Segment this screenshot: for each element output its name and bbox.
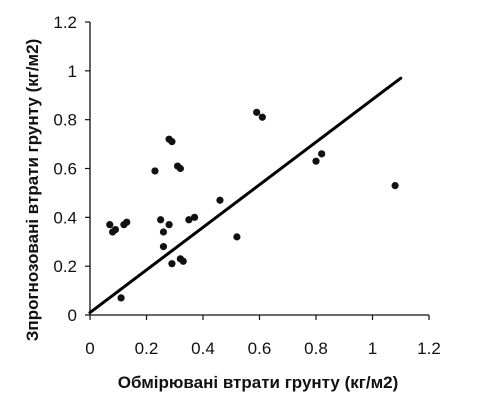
x-tick-label: 0.6 bbox=[248, 339, 272, 358]
data-point bbox=[117, 294, 125, 302]
trendline-group bbox=[88, 76, 403, 315]
data-point bbox=[151, 167, 159, 175]
x-tick-label: 0.4 bbox=[191, 339, 215, 358]
y-axis-title: Зпрогнозовані втрати грунту (кг/м2) bbox=[23, 39, 42, 341]
data-point bbox=[176, 164, 184, 173]
data-point bbox=[253, 108, 261, 116]
data-point bbox=[159, 243, 168, 251]
data-point bbox=[190, 213, 199, 221]
data-point bbox=[318, 150, 326, 158]
y-tick-label: 0.8 bbox=[53, 111, 77, 130]
x-tick-label: 0.2 bbox=[135, 339, 159, 358]
x-tick-label: 1.2 bbox=[417, 339, 441, 358]
trendline bbox=[88, 76, 403, 315]
data-point bbox=[159, 228, 168, 236]
data-point bbox=[165, 221, 173, 229]
x-tick-label: 1 bbox=[368, 339, 377, 358]
tick-labels: 0 0.2 0.4 0.6 0.8 1 1.2 0 0.2 0.4 0.6 0.8 1 1.2 bbox=[53, 13, 440, 358]
y-tick-label: 0.6 bbox=[53, 160, 77, 179]
data-point bbox=[106, 221, 114, 229]
data-point bbox=[312, 157, 320, 165]
data-point bbox=[168, 260, 176, 268]
x-axis-title: Обмірювані втрати грунту (кг/м2) bbox=[118, 373, 399, 392]
data-point bbox=[123, 218, 131, 226]
x-tick-label: 0.8 bbox=[304, 339, 328, 358]
y-tick-label: 0 bbox=[68, 306, 77, 325]
data-point bbox=[233, 233, 241, 241]
data-points bbox=[106, 108, 399, 302]
data-point bbox=[111, 225, 120, 234]
y-tick-label: 0.2 bbox=[53, 257, 77, 276]
x-tick-label: 0 bbox=[85, 339, 94, 358]
axes bbox=[85, 21, 430, 320]
data-point bbox=[216, 196, 224, 204]
data-point bbox=[391, 181, 399, 190]
data-point bbox=[185, 216, 193, 224]
y-tick-label: 1.2 bbox=[53, 13, 77, 32]
data-point bbox=[157, 216, 165, 224]
data-point bbox=[179, 257, 187, 265]
y-tick-label: 1 bbox=[68, 62, 77, 81]
data-point bbox=[168, 138, 176, 146]
data-point bbox=[258, 113, 266, 121]
y-tick-label: 0.4 bbox=[53, 208, 77, 227]
